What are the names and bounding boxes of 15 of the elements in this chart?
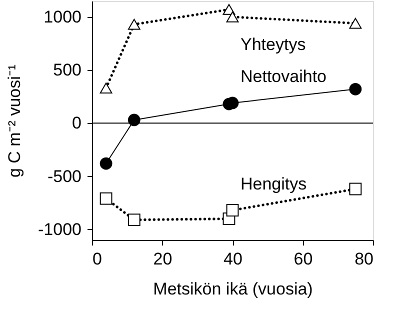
- series-label: Nettovaihto: [240, 66, 326, 86]
- x-tick-label: 20: [153, 250, 172, 268]
- x-tick-label: 0: [92, 250, 102, 268]
- y-tick-label: -1000: [38, 220, 82, 239]
- y-tick-label: 0: [72, 114, 82, 133]
- y-tick-label: -500: [47, 166, 82, 186]
- series-label: Hengitys: [240, 174, 307, 194]
- y-tick-label: 1000: [44, 7, 82, 26]
- x-axis-title: Metsikön ikä (vuosia): [153, 280, 313, 298]
- series-label: Yhteytys: [240, 34, 306, 54]
- y-tick-label: 500: [53, 60, 82, 80]
- x-tick-label: 80: [354, 250, 374, 268]
- y-axis-title: g C m⁻² vuosi⁻¹: [5, 64, 24, 178]
- x-tick-label: 40: [224, 250, 242, 268]
- x-tick-label: 60: [294, 250, 313, 268]
